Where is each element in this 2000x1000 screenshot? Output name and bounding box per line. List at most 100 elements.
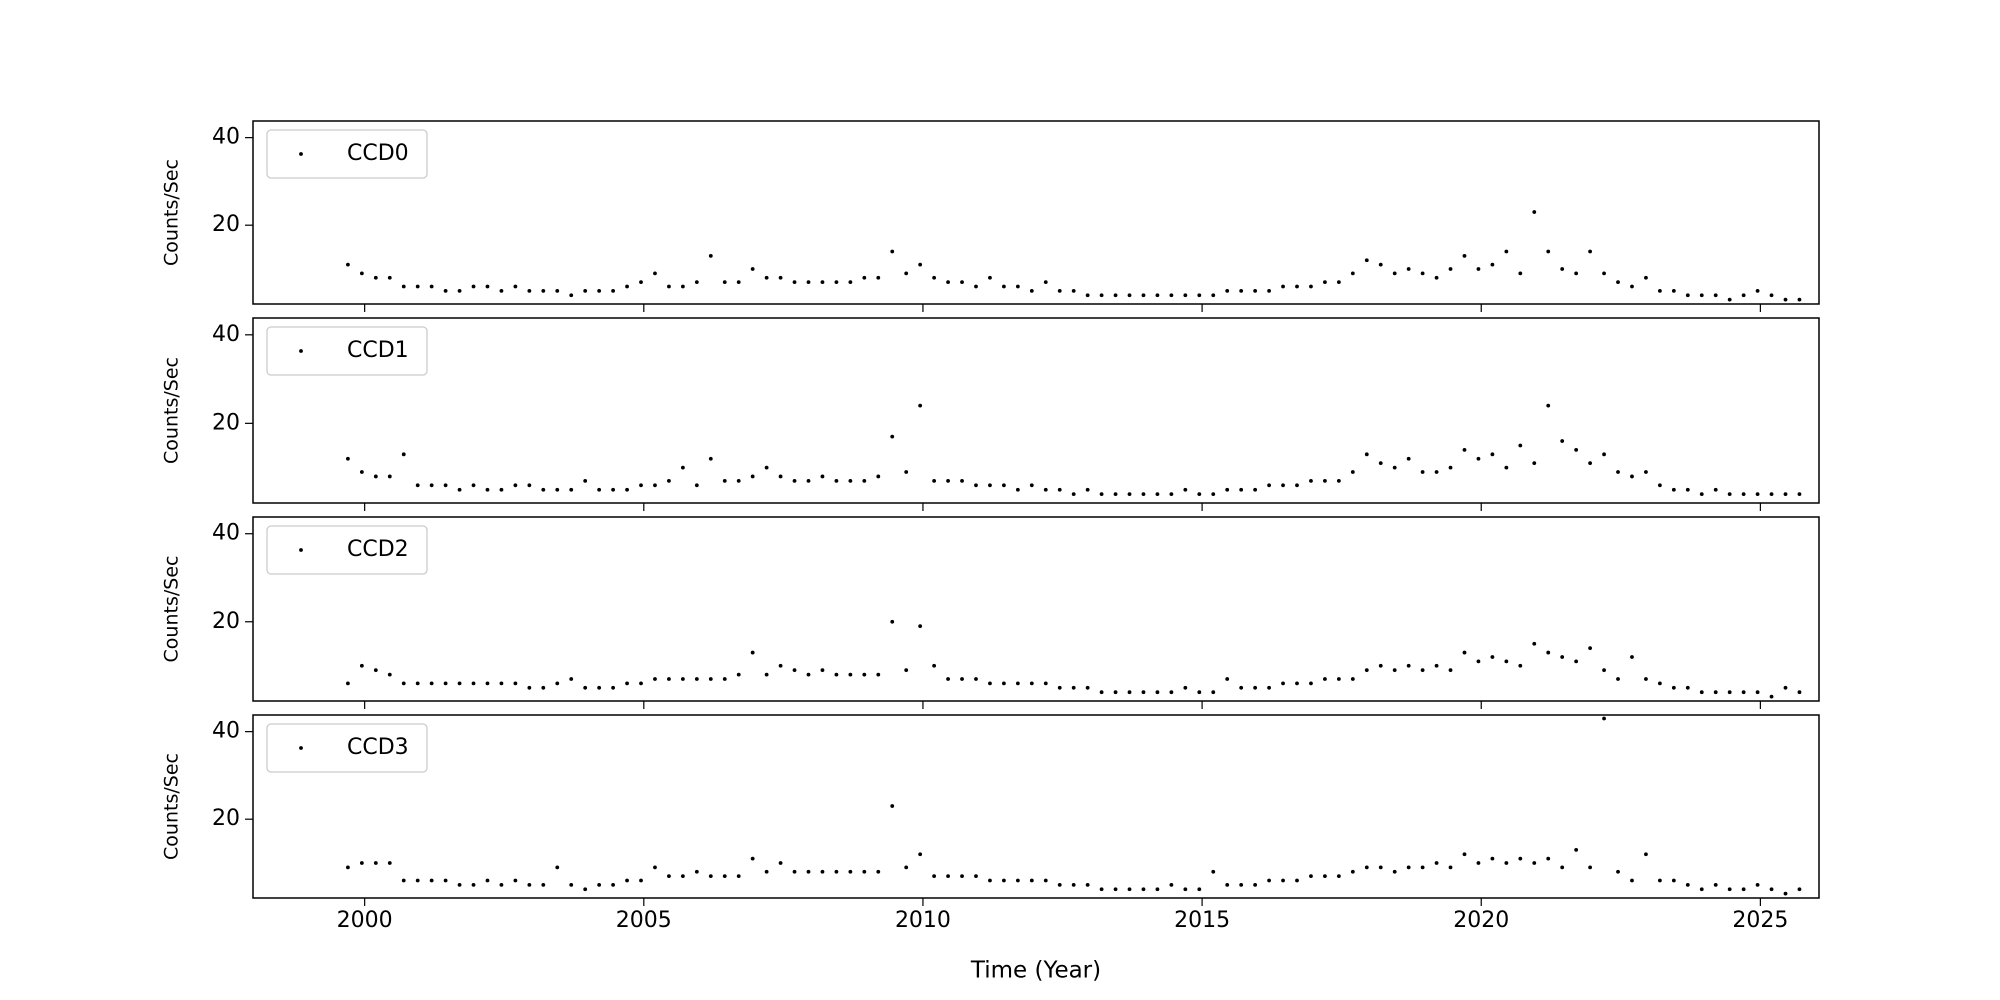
data-point (862, 275, 867, 280)
data-point (1434, 663, 1439, 668)
data-point (708, 456, 713, 461)
data-point (639, 483, 643, 488)
data-point (764, 275, 769, 280)
data-point (890, 619, 895, 624)
data-point (1057, 288, 1062, 293)
data-point (359, 470, 364, 474)
data-point (625, 681, 629, 686)
data-point (457, 882, 462, 887)
data-point (1783, 685, 1788, 690)
data-point (1113, 492, 1118, 497)
data-point (1420, 668, 1425, 673)
data-point (1755, 690, 1760, 695)
data-point (1169, 882, 1174, 887)
data-point (1560, 439, 1565, 443)
data-point (862, 672, 867, 677)
data-point (1197, 293, 1202, 298)
data-point (1406, 456, 1411, 461)
data-point (1057, 487, 1062, 492)
data-point (680, 284, 685, 289)
data-point (820, 869, 825, 874)
data-point (1378, 262, 1383, 267)
data-point (1309, 874, 1313, 879)
data-point (346, 865, 350, 870)
legend-label: CCD2 (347, 537, 409, 562)
data-point (1685, 882, 1690, 887)
data-point (750, 856, 755, 861)
data-point (1630, 655, 1634, 659)
data-point (1657, 681, 1662, 686)
data-point (597, 882, 602, 887)
data-point (904, 271, 909, 276)
data-point (918, 624, 923, 629)
y-axis-label: Counts/Sec (161, 159, 183, 266)
data-point (1727, 492, 1732, 497)
y-tick-label: 40 (212, 719, 240, 744)
data-point (415, 681, 420, 686)
data-point (1225, 288, 1230, 293)
data-point (708, 874, 713, 879)
data-point (694, 280, 699, 285)
data-point (694, 677, 699, 681)
data-point (1001, 284, 1006, 289)
data-point (834, 280, 839, 285)
x-tick-label: 2015 (1174, 908, 1230, 933)
data-point (1769, 293, 1774, 298)
data-point (1281, 681, 1285, 686)
data-point (1267, 685, 1271, 690)
data-point (1490, 262, 1495, 267)
data-point (1309, 478, 1313, 483)
data-point (457, 487, 462, 492)
data-point (876, 672, 881, 677)
data-point (918, 852, 923, 857)
data-point (1267, 878, 1271, 883)
data-point (820, 280, 825, 285)
data-point (1755, 882, 1760, 887)
data-point (1602, 452, 1606, 457)
data-point (429, 681, 434, 686)
data-point (1713, 293, 1718, 298)
data-point (1239, 288, 1244, 293)
legend-box (266, 723, 428, 773)
data-point (457, 681, 462, 686)
data-point (1490, 655, 1495, 659)
y-tick-label: 40 (212, 521, 240, 546)
data-point (1546, 249, 1551, 254)
data-point (722, 874, 727, 879)
data-point (555, 681, 560, 686)
data-point (1392, 869, 1397, 874)
data-point (1574, 447, 1579, 452)
data-point (443, 483, 448, 488)
data-point (499, 487, 504, 492)
data-point (1504, 659, 1509, 664)
data-point (457, 288, 462, 293)
data-point (471, 681, 476, 686)
data-point (639, 878, 643, 883)
data-point (806, 280, 811, 285)
data-point (1420, 271, 1425, 276)
data-point (1546, 403, 1551, 408)
data-point (373, 861, 378, 865)
data-point (1127, 887, 1132, 892)
data-point (1532, 641, 1537, 646)
x-tick-label: 2010 (895, 908, 951, 933)
y-tick-label: 40 (212, 125, 240, 150)
data-point (1755, 492, 1760, 497)
data-point (527, 882, 532, 887)
data-point (918, 262, 923, 267)
data-point (1671, 685, 1676, 690)
data-point (625, 487, 629, 492)
data-point (1671, 487, 1676, 492)
data-point (1518, 443, 1523, 448)
data-point (1029, 878, 1034, 883)
data-point (806, 869, 811, 874)
data-point (1127, 293, 1132, 298)
data-point (1350, 271, 1355, 276)
data-point (1239, 685, 1244, 690)
data-point (1323, 677, 1327, 681)
data-point (1295, 878, 1299, 883)
data-point (1797, 492, 1802, 497)
data-point (1267, 288, 1271, 293)
data-point (1225, 677, 1230, 681)
data-point (1253, 487, 1258, 492)
